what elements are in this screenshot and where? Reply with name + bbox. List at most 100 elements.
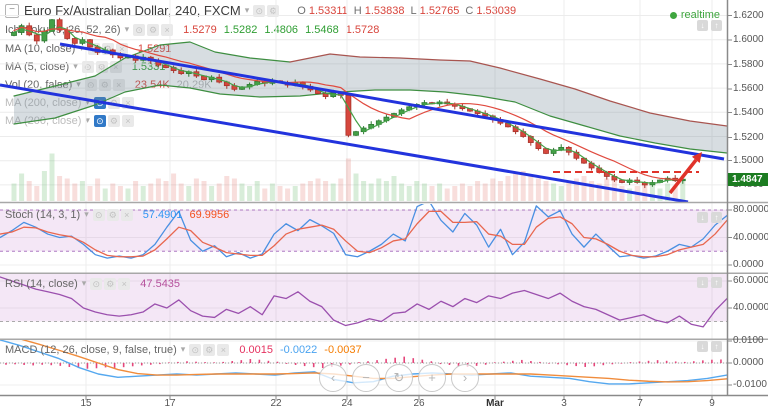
chevron-down-icon[interactable]: ▾ bbox=[81, 278, 87, 288]
scroll-left-button[interactable]: ‹ bbox=[319, 364, 347, 392]
indicator-value: 1.5728 bbox=[345, 23, 380, 36]
indicator-value: 1.5291 bbox=[137, 42, 172, 55]
chevron-down-icon[interactable]: ▾ bbox=[85, 97, 90, 107]
zoom-out-button[interactable]: − bbox=[352, 364, 380, 392]
symbol-title-row: − Euro Fx/Australian Dollar, 240, FXCM ▾… bbox=[5, 3, 516, 18]
ohlc-value: 1.52765 bbox=[419, 4, 460, 17]
chevron-down-icon[interactable]: ▾ bbox=[180, 344, 186, 354]
close-icon[interactable]: × bbox=[112, 78, 125, 91]
move-pane-down-button[interactable]: ↓ bbox=[697, 20, 708, 31]
reset-view-button[interactable]: ↻ bbox=[385, 364, 413, 392]
indicator-values: 1.5279 1.5282 1.4806 1.5468 1.5728 bbox=[183, 24, 386, 36]
indicator-label[interactable]: MA (5, close) bbox=[5, 60, 70, 73]
pane-axis-label: 40.0000 bbox=[733, 231, 768, 243]
gear-icon[interactable]: ⚙ bbox=[101, 42, 114, 55]
ohlc-label: C bbox=[465, 4, 474, 17]
move-pane-down-button[interactable]: ↓ bbox=[697, 277, 708, 288]
indicator-label[interactable]: MA (200, close) bbox=[5, 114, 82, 127]
pane-values-stoch: 57.4901 69.9956 bbox=[143, 209, 237, 221]
gear-icon[interactable]: ⚙ bbox=[104, 277, 117, 290]
indicator-label[interactable]: Ichimoku (9, 26, 52, 26) bbox=[5, 23, 121, 36]
move-pane-up-button[interactable]: ↑ bbox=[711, 20, 722, 31]
indicator-value: 23.54K bbox=[134, 78, 170, 91]
chevron-down-icon[interactable]: ▾ bbox=[73, 61, 78, 71]
ohlc-label: L bbox=[410, 4, 417, 17]
pane-move-buttons: ↓ ↑ bbox=[694, 277, 722, 288]
gear-icon[interactable]: ⚙ bbox=[147, 23, 160, 36]
price-axis[interactable]: 1.6200 1.6000 1.5800 1.5600 1.5400 1.5200 1.50… bbox=[728, 0, 768, 396]
pane-value: 0.0015 bbox=[239, 343, 273, 356]
pane-values-rsi: 47.5435 bbox=[140, 278, 187, 290]
eye-icon[interactable]: ⊙ bbox=[93, 114, 106, 127]
eye-icon[interactable]: ⊙ bbox=[90, 277, 103, 290]
gear-icon[interactable]: ⚙ bbox=[107, 114, 120, 127]
time-axis-label: Mar bbox=[486, 398, 504, 409]
pane-title-row-macd: MACD (12, 26, close, 9, false, true) ▾ ⊙ ⚙ ×… bbox=[5, 342, 369, 357]
gear-icon[interactable]: ⚙ bbox=[106, 208, 119, 221]
close-icon[interactable]: × bbox=[161, 23, 174, 36]
pane-move-buttons: ↓ ↑ bbox=[694, 20, 722, 31]
indicator-label[interactable]: MA (10, close) bbox=[5, 42, 76, 55]
indicator-row-ichimoku: Ichimoku (9, 26, 52, 26) ▾ ⊙ ⚙ × 1.5279 1.5282… bbox=[5, 22, 386, 37]
indicator-values: 1.5331 bbox=[132, 61, 173, 73]
gear-icon[interactable]: ⚙ bbox=[95, 60, 108, 73]
eye-icon[interactable]: ⊙ bbox=[84, 78, 97, 91]
pane-axis-label: 60.0000 bbox=[733, 275, 768, 286]
time-axis-label: 26 bbox=[413, 398, 425, 409]
eye-icon[interactable]: ⊙ bbox=[87, 42, 100, 55]
ohlc-label: O bbox=[297, 4, 306, 17]
zoom-in-button[interactable]: + bbox=[418, 364, 446, 392]
indicator-value: 1.5331 bbox=[131, 60, 166, 73]
move-pane-down-button[interactable]: ↓ bbox=[697, 341, 708, 352]
chevron-down-icon[interactable]: ▾ bbox=[84, 209, 89, 219]
indicator-row-ma200a: MA (200, close) ▾ ⊙ ⚙ × bbox=[5, 95, 144, 110]
chevron-down-icon[interactable]: ▾ bbox=[79, 43, 84, 53]
eye-icon[interactable]: ⊙ bbox=[253, 4, 266, 17]
gear-icon[interactable]: ⚙ bbox=[203, 343, 216, 356]
indicator-values: 23.54K 20.29K bbox=[135, 79, 219, 91]
chevron-down-icon[interactable]: ▾ bbox=[244, 5, 250, 15]
close-icon[interactable]: × bbox=[118, 277, 131, 290]
chevron-down-icon[interactable]: ▾ bbox=[76, 79, 81, 89]
move-pane-up-button[interactable]: ↑ bbox=[711, 341, 722, 352]
eye-icon[interactable]: ⊙ bbox=[189, 343, 202, 356]
indicator-label[interactable]: Vol (20, false) bbox=[5, 78, 73, 91]
close-icon[interactable]: × bbox=[121, 114, 134, 127]
pane-value: -0.0037 bbox=[324, 343, 362, 356]
eye-icon[interactable]: ⊙ bbox=[92, 208, 105, 221]
pane-title-macd[interactable]: MACD (12, 26, close, 9, false, true) bbox=[5, 343, 177, 356]
gear-icon[interactable]: ⚙ bbox=[107, 96, 120, 109]
move-pane-up-button[interactable]: ↑ bbox=[711, 212, 722, 223]
pane-title-rsi[interactable]: RSI (14, close) bbox=[5, 277, 78, 290]
close-icon[interactable]: × bbox=[115, 42, 128, 55]
close-icon[interactable]: × bbox=[109, 60, 122, 73]
gear-icon[interactable]: ⚙ bbox=[267, 4, 280, 17]
move-pane-down-button[interactable]: ↓ bbox=[697, 212, 708, 223]
indicator-row-ma10: MA (10, close) ▾ ⊙ ⚙ × 1.5291 bbox=[5, 41, 179, 56]
pane-axis-label: 0.0000 bbox=[733, 357, 764, 368]
close-icon[interactable]: × bbox=[217, 343, 230, 356]
chevron-down-icon[interactable]: ▾ bbox=[85, 115, 90, 125]
eye-icon[interactable]: ⊙ bbox=[93, 96, 106, 109]
pane-move-buttons: ↓ ↑ bbox=[694, 341, 722, 352]
eye-icon[interactable]: ⊙ bbox=[81, 60, 94, 73]
collapse-pane-button[interactable]: − bbox=[5, 3, 19, 18]
time-axis[interactable]: 15 17 22 24 26 Mar 3 7 9 bbox=[0, 397, 768, 413]
scroll-right-button[interactable]: › bbox=[451, 364, 479, 392]
realtime-dot-icon bbox=[669, 11, 677, 19]
symbol-title[interactable]: Euro Fx/Australian Dollar, 240, FXCM bbox=[24, 3, 241, 18]
close-icon[interactable]: × bbox=[120, 208, 133, 221]
pane-axis-label: 80.0000 bbox=[733, 204, 768, 215]
time-axis-label: 3 bbox=[561, 398, 567, 409]
indicator-label[interactable]: MA (200, close) bbox=[5, 96, 82, 109]
move-pane-up-button[interactable]: ↑ bbox=[711, 277, 722, 288]
indicator-value: 1.4806 bbox=[264, 23, 299, 36]
last-price-badge: 1.4847 bbox=[728, 172, 768, 186]
pane-title-stoch[interactable]: Stoch (14, 3, 1) bbox=[5, 208, 81, 221]
indicator-row-ma200b: MA (200, close) ▾ ⊙ ⚙ × bbox=[5, 113, 144, 128]
close-icon[interactable]: × bbox=[121, 96, 134, 109]
eye-icon[interactable]: ⊙ bbox=[133, 23, 146, 36]
gear-icon[interactable]: ⚙ bbox=[98, 78, 111, 91]
chevron-down-icon[interactable]: ▾ bbox=[124, 24, 130, 34]
